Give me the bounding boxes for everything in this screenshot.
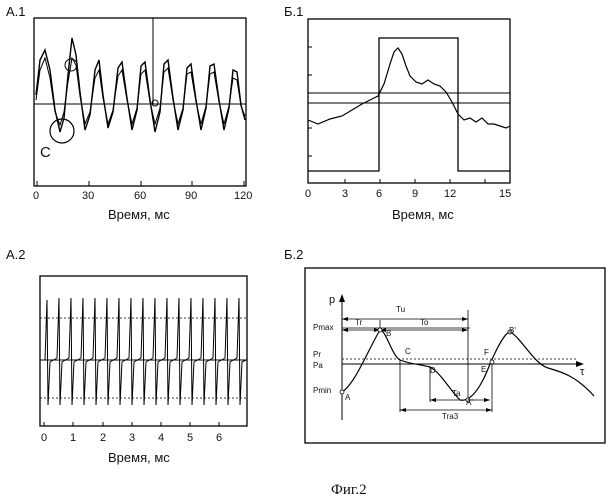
b2-x-axis-label: τ bbox=[580, 366, 584, 378]
b2-point-b: B bbox=[386, 329, 391, 338]
b2-point-e: E bbox=[481, 365, 486, 374]
b2-tu: Tu bbox=[396, 305, 405, 314]
b2-ta: Ta bbox=[452, 389, 460, 398]
b2-tr: Tr bbox=[355, 318, 362, 327]
b2-tra: Tra3 bbox=[442, 412, 458, 421]
b2-point-d: D bbox=[430, 366, 436, 375]
b2-point-f: F bbox=[484, 348, 489, 357]
b2-point-a: A bbox=[345, 393, 350, 402]
b2-point-b-prime: B' bbox=[509, 326, 516, 335]
b2-pa: Pa bbox=[313, 361, 323, 370]
b2-pr: Pr bbox=[313, 350, 321, 359]
figure-caption: Фиг.2 bbox=[331, 482, 367, 499]
b2-to: To bbox=[420, 318, 428, 327]
b2-point-c: C bbox=[405, 347, 411, 356]
b2-pmin: Pmin bbox=[313, 386, 331, 395]
b2-y-axis-label: p bbox=[329, 294, 335, 306]
b2-pmax: Pmax bbox=[313, 323, 333, 332]
b2-point-a-prime: A' bbox=[466, 398, 473, 407]
